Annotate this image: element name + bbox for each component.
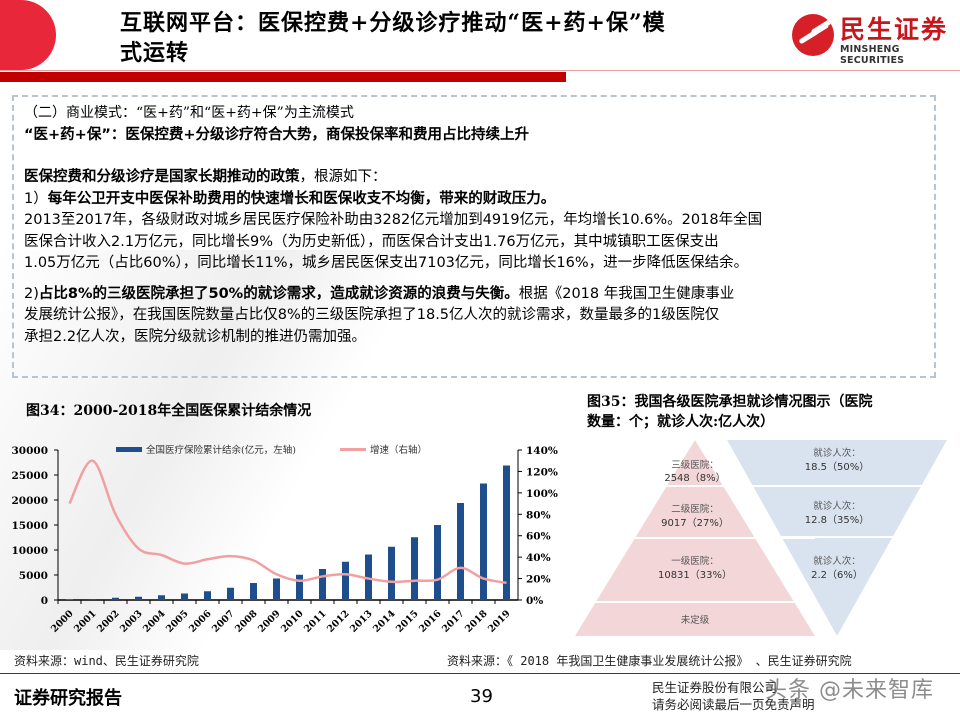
logo-emblem-icon xyxy=(792,14,834,56)
point2-heading: 2)占比8%的三级医院承担了50%的就诊需求，造成就诊资源的浪费与失衡。根据《2… xyxy=(24,284,924,306)
summary-textbox: （二）商业模式：“医+药”和“医+药+保”为主流模式 “医+药+保”：医保控费+… xyxy=(12,95,936,378)
svg-text:2016: 2016 xyxy=(417,608,444,635)
figure34-chart: 0 5000 10000 15000 20000 25000 30000 0% 20% 40% 60… xyxy=(0,440,560,640)
svg-text:18.5（50%）: 18.5（50%） xyxy=(805,461,870,473)
svg-text:未定级: 未定级 xyxy=(681,614,710,626)
svg-text:120%: 120% xyxy=(526,466,558,478)
svg-text:20000: 20000 xyxy=(11,495,48,507)
point1-line: 医保合计收入2.1万亿元，同比增长9%（为历史新低），而医保合计支出1.76万亿… xyxy=(24,233,719,250)
svg-text:2015: 2015 xyxy=(394,608,420,634)
svg-text:2007: 2007 xyxy=(210,608,236,634)
header-red-bar xyxy=(0,72,566,82)
svg-text:9017（27%）: 9017（27%） xyxy=(661,517,729,529)
svg-text:2017: 2017 xyxy=(440,608,466,634)
svg-text:140%: 140% xyxy=(526,445,558,457)
svg-text:15000: 15000 xyxy=(11,520,48,532)
svg-text:2005: 2005 xyxy=(164,608,190,634)
figure35-title-line1: 图35：我国各级医院承担就诊情况图示（医院 xyxy=(587,394,873,410)
point1-line: 1.05万亿元（占比60%），同比增长11%，城乡居民医保支出7103亿元，同比… xyxy=(24,255,749,271)
page-title: 互联网平台：医保控费+分级诊疗推动“医+药+保”模 式运转 xyxy=(120,8,770,68)
svg-text:2548（8%）: 2548（8%） xyxy=(664,472,725,484)
svg-text:2009: 2009 xyxy=(256,608,283,635)
footer-company: 民生证券股份有限公司 xyxy=(652,680,778,695)
svg-text:增速（右轴）: 增速（右轴） xyxy=(370,444,427,456)
subheading: （二）商业模式：“医+药”和“医+药+保”为主流模式 xyxy=(24,105,354,121)
svg-text:2001: 2001 xyxy=(72,608,98,634)
point1-number: 1） xyxy=(24,190,48,207)
point1-bold: 每年公卫开支中医保补助费用的快速增长和医保收支不均衡，带来的财政压力。 xyxy=(47,190,556,207)
svg-text:就诊人次：: 就诊人次： xyxy=(813,555,861,567)
svg-text:25000: 25000 xyxy=(11,470,48,482)
header-rule xyxy=(0,70,960,71)
svg-text:2000: 2000 xyxy=(49,608,76,635)
point2-bold: 占比8%的三级医院承担了50%的就诊需求，造成就诊资源的浪费与失衡。 xyxy=(38,285,519,302)
point2-rest: 根据《2018 年我国卫生健康事业 xyxy=(518,285,735,302)
intro-rest: ，根源如下： xyxy=(299,169,387,185)
footer-company-info: 民生证券股份有限公司 请务必阅读最后一页免责声明 xyxy=(652,679,815,713)
point2-line: 发展统计公报》，在我国医院数量占比仅8%的三级医院承担了18.5亿人次的就诊需求… xyxy=(24,307,720,323)
svg-text:2011: 2011 xyxy=(302,608,328,634)
svg-text:2010: 2010 xyxy=(279,608,306,635)
footer-rule xyxy=(0,673,960,674)
svg-text:2008: 2008 xyxy=(233,608,260,635)
figure34-source: 资料来源：wind、民生证券研究院 xyxy=(14,654,199,668)
svg-text:2019: 2019 xyxy=(486,608,513,635)
page-number: 39 xyxy=(470,686,493,707)
svg-text:2003: 2003 xyxy=(118,608,144,634)
svg-text:三级医院：: 三级医院： xyxy=(671,459,719,471)
svg-text:0%: 0% xyxy=(526,595,543,607)
svg-text:2004: 2004 xyxy=(141,608,168,635)
svg-text:0: 0 xyxy=(41,595,48,607)
svg-text:2.2（6%）: 2.2（6%） xyxy=(811,569,863,581)
svg-text:全国医疗保险累计结余(亿元，左轴): 全国医疗保险累计结余(亿元，左轴) xyxy=(146,444,296,456)
svg-text:60%: 60% xyxy=(526,531,551,543)
svg-text:10831（33%）: 10831（33%） xyxy=(658,569,732,581)
point1-line: 2013至2017年，各级财政对城乡居民医疗保险补助由3282亿元增加到4919… xyxy=(24,212,763,228)
svg-text:80%: 80% xyxy=(526,509,551,521)
point1-heading: 1）每年公卫开支中医保补助费用的快速增长和医保收支不均衡，带来的财政压力。 xyxy=(24,189,924,211)
pyramid-diagram: 三级医院： 2548（8%） 二级医院： 9017（27%） 一级医院： 108… xyxy=(575,440,947,636)
figure35-title: 图35：我国各级医院承担就诊情况图示（医院 数量：个；就诊人次:亿人次） xyxy=(587,392,872,432)
point2-number: 2) xyxy=(24,285,39,302)
svg-text:2002: 2002 xyxy=(95,608,121,634)
intro-line: 医保控费和分级诊疗是国家长期推动的政策，根源如下： xyxy=(24,167,924,189)
svg-text:12.8（35%）: 12.8（35%） xyxy=(805,514,870,526)
svg-text:一级医院：: 一级医院： xyxy=(671,555,719,567)
footer-disclaimer: 请务必阅读最后一页免责声明 xyxy=(652,697,815,712)
page-title-line2: 式运转 xyxy=(120,40,190,66)
intro-bold: 医保控费和分级诊疗是国家长期推动的政策 xyxy=(24,169,300,185)
page-title-line1: 互联网平台：医保控费+分级诊疗推动“医+药+保”模 xyxy=(120,10,666,36)
minsheng-logo: 民生证券 MINSHENG SECURITIES xyxy=(792,10,960,66)
svg-text:2014: 2014 xyxy=(371,608,398,635)
svg-text:10000: 10000 xyxy=(11,545,48,557)
point2-line: 承担2.2亿人次，医院分级就诊机制的推进仍需加强。 xyxy=(24,328,367,345)
logo-text-en: MINSHENG SECURITIES xyxy=(840,44,905,66)
figure35-title-line2: 数量：个；就诊人次:亿人次） xyxy=(587,414,775,430)
svg-text:30000: 30000 xyxy=(11,445,48,457)
svg-text:就诊人次：: 就诊人次： xyxy=(813,447,861,459)
header-accent-tab xyxy=(0,0,56,70)
svg-text:100%: 100% xyxy=(526,488,558,500)
svg-text:40%: 40% xyxy=(526,552,551,564)
svg-text:5000: 5000 xyxy=(19,570,48,582)
footer-report-label: 证券研究报告 xyxy=(14,688,122,709)
bar-line-chart: 0 5000 10000 15000 20000 25000 30000 0% 20% 40% 60… xyxy=(11,444,558,635)
watermark: 头条 @未来智库 xyxy=(765,678,934,703)
svg-text:2018: 2018 xyxy=(463,608,490,635)
figure34-title: 图34：2000-2018年全国医保累计结余情况 xyxy=(26,403,312,419)
svg-text:2006: 2006 xyxy=(187,608,214,635)
figure35-source: 资料来源：《 2018 年我国卫生健康事业发展统计公报》 、民生证券研究院 xyxy=(447,654,852,668)
figure35-pyramid: 三级医院： 2548（8%） 二级医院： 9017（27%） 一级医院： 108… xyxy=(575,440,950,640)
svg-text:2012: 2012 xyxy=(325,608,351,634)
svg-text:20%: 20% xyxy=(526,574,551,586)
svg-text:2013: 2013 xyxy=(348,608,374,634)
svg-text:二级医院：: 二级医院： xyxy=(671,503,719,515)
headline: “医+药+保”：医保控费+分级诊疗符合大势，商保投保率和费用占比持续上升 xyxy=(24,126,530,143)
logo-text-cn: 民生证券 xyxy=(840,15,949,44)
svg-text:就诊人次：: 就诊人次： xyxy=(813,500,861,512)
